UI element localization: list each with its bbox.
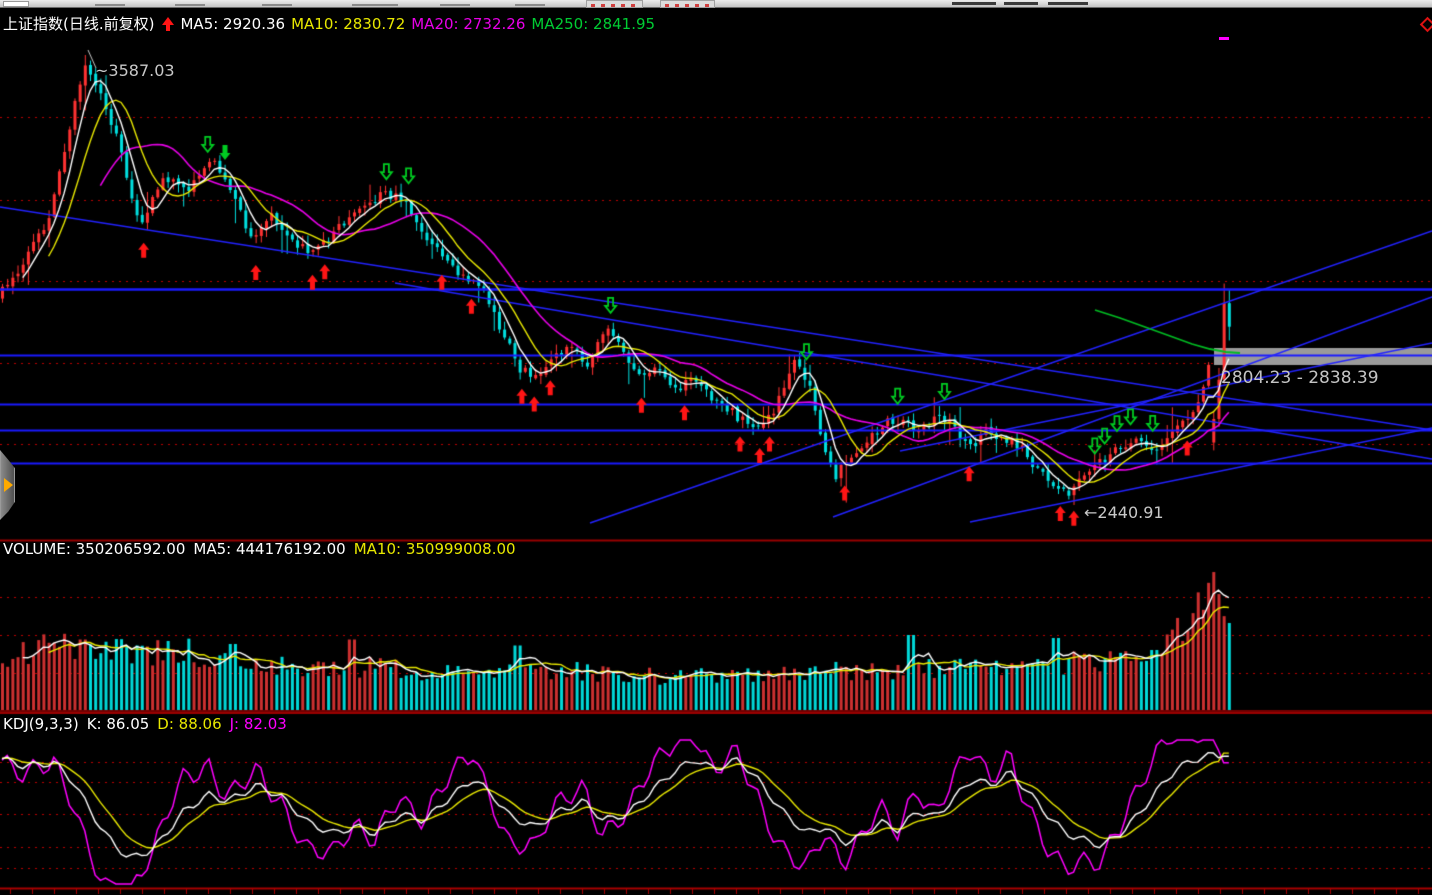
main-chart-header: 上证指数(日线.前复权) MA5: 2920.36 MA10: 2830.72 MA2…	[3, 16, 661, 33]
volume-value: VOLUME: 350206592.00	[3, 540, 186, 558]
ma10-legend: MA10: 2830.72	[291, 15, 406, 33]
ma20-legend: MA20: 2732.26	[411, 15, 526, 33]
volume-pane-header: VOLUME: 350206592.00 MA5: 444176192.00 MA1…	[3, 541, 516, 558]
kdj-d-value: D: 88.06	[157, 715, 222, 733]
low-price-label: ←2440.91	[1084, 503, 1164, 522]
instrument-title: 上证指数(日线.前复权)	[3, 15, 155, 33]
kdj-k-value: K: 86.05	[86, 715, 150, 733]
ma250-legend: MA250: 2841.95	[531, 15, 656, 33]
kdj-pane-header: KDJ(9,3,3) K: 86.05 D: 88.06 J: 82.03	[3, 716, 287, 733]
kdj-title: KDJ(9,3,3)	[3, 715, 79, 733]
ma5-legend: MA5: 2920.36	[180, 15, 286, 33]
price-range-label: 2804.23 - 2838.39	[1221, 368, 1379, 388]
kdj-j-value: J: 82.03	[229, 715, 287, 733]
peak-price-label: ~3587.03	[95, 61, 175, 80]
volume-ma10: MA10: 350999008.00	[353, 540, 516, 558]
buy-signal-up-arrow-icon	[162, 17, 175, 31]
expand-right-arrow-icon	[4, 478, 13, 492]
scroll-right-marker-icon[interactable]	[1422, 19, 1432, 31]
price-marker-tick	[1219, 37, 1229, 40]
volume-ma5: MA5: 444176192.00	[193, 540, 346, 558]
